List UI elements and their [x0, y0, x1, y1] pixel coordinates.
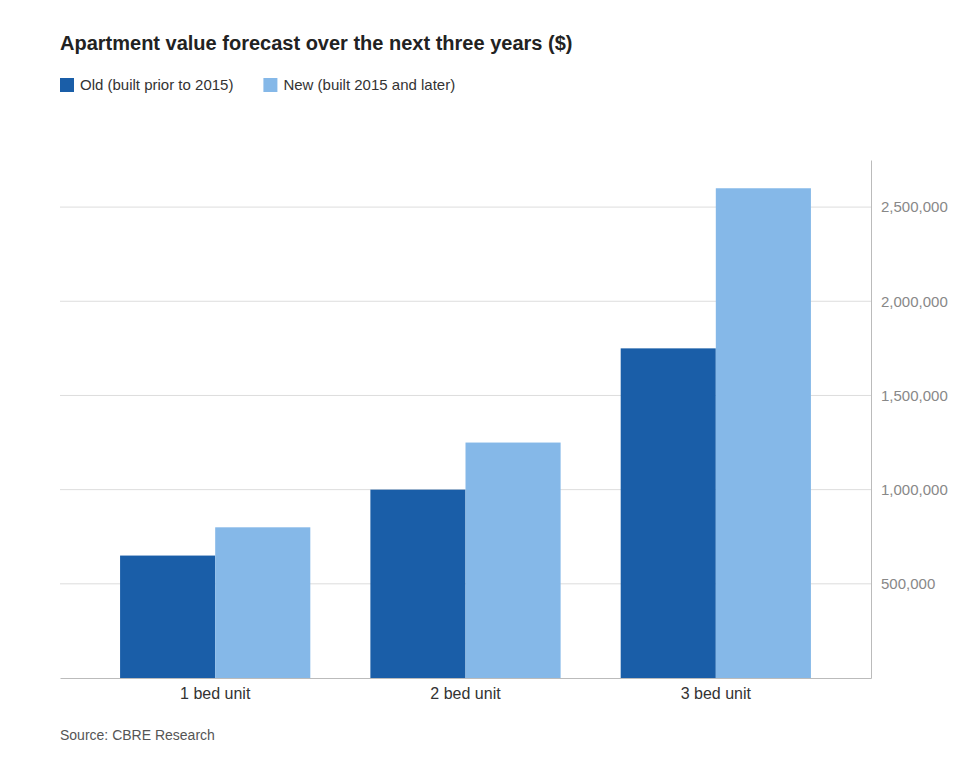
- bars: [120, 188, 811, 678]
- tick-label: 2 bed unit: [430, 685, 501, 702]
- chart: Apartment value forecast over the next t…: [0, 0, 971, 758]
- tick: 2,500,000: [871, 198, 948, 215]
- bar: [466, 443, 561, 678]
- legend-swatch: [60, 78, 74, 92]
- axis-line: [871, 161, 872, 679]
- tick-label: 2,000,000: [881, 293, 948, 310]
- annotation: Source: CBRE Research: [60, 727, 215, 743]
- tick: 1 bed unit: [180, 678, 251, 702]
- legend: Old (built prior to 2015) New (built 2015…: [60, 76, 455, 93]
- bar: [120, 556, 215, 678]
- bar: [621, 348, 716, 678]
- tick: 2,000,000: [871, 293, 948, 310]
- series: [215, 188, 811, 678]
- bar: [370, 490, 465, 678]
- tick: 3 bed unit: [681, 678, 752, 702]
- legend-swatch: [263, 78, 277, 92]
- legend-item: Old (built prior to 2015): [60, 76, 233, 93]
- tick: 1,000,000: [871, 481, 948, 498]
- series: [120, 348, 716, 678]
- axis-line: [61, 678, 872, 679]
- tick-label: 1,000,000: [881, 481, 948, 498]
- bar: [716, 188, 811, 678]
- bar: [215, 527, 310, 678]
- tick-label: 1,500,000: [881, 387, 948, 404]
- y-axis: 500,000 1,000,000 1,500,000 2,000,000 2,500,…: [871, 161, 948, 679]
- tick-label: 1 bed unit: [180, 685, 251, 702]
- tick-label: 2,500,000: [881, 198, 948, 215]
- x-axis: 1 bed unit 2 bed unit 3 bed unit: [61, 678, 872, 702]
- plot: 1 bed unit 2 bed unit 3 bed unit 500,000 1,0…: [60, 161, 948, 703]
- legend-item: New (built 2015 and later): [263, 76, 455, 93]
- tick: 500,000: [871, 575, 935, 592]
- tick: 1,500,000: [871, 387, 948, 404]
- tick-label: 3 bed unit: [681, 685, 752, 702]
- legend-label: New (built 2015 and later): [283, 76, 455, 93]
- title: Apartment value forecast over the next t…: [60, 32, 572, 54]
- legend-label: Old (built prior to 2015): [80, 76, 233, 93]
- tick-label: 500,000: [881, 575, 935, 592]
- tick: 2 bed unit: [430, 678, 501, 702]
